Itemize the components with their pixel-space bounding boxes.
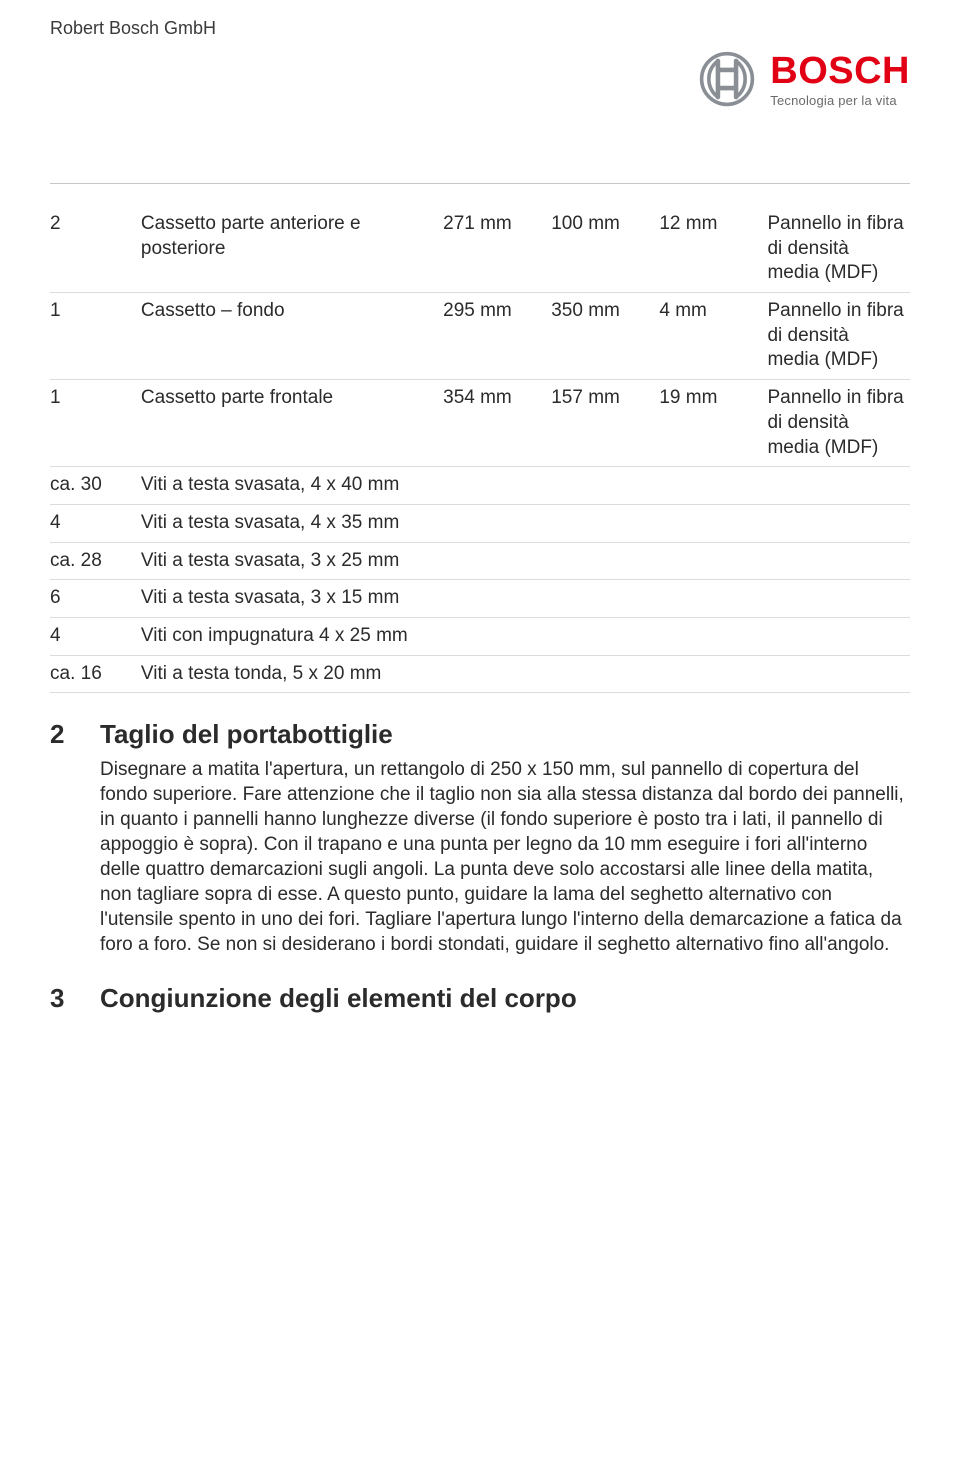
logo-text: BOSCH Tecnologia per la vita bbox=[770, 52, 910, 108]
cell-d2: 350 mm bbox=[551, 293, 659, 380]
cell-mat bbox=[767, 655, 910, 693]
cell-d1 bbox=[443, 542, 551, 580]
bosch-logo: BOSCH Tecnologia per la vita bbox=[698, 50, 910, 108]
cell-mat: Pannello in fibra di densità media (MDF) bbox=[767, 206, 910, 293]
cell-mat bbox=[767, 542, 910, 580]
content: 2Cassetto parte anteriore e posteriore27… bbox=[0, 206, 960, 1020]
table-row: 6Viti a testa svasata, 3 x 15 mm bbox=[50, 580, 910, 618]
cell-desc: Cassetto – fondo bbox=[141, 293, 443, 380]
cell-desc: Cassetto parte anteriore e posteriore bbox=[141, 206, 443, 293]
cell-d1 bbox=[443, 655, 551, 693]
bosch-anchor-icon bbox=[698, 50, 756, 108]
cell-mat bbox=[767, 580, 910, 618]
divider bbox=[50, 183, 910, 184]
section-title: Taglio del portabottiglie bbox=[100, 719, 910, 750]
cell-d2 bbox=[551, 542, 659, 580]
cell-desc: Viti a testa svasata, 3 x 15 mm bbox=[141, 580, 443, 618]
section-body: Taglio del portabottiglie Disegnare a mat… bbox=[100, 719, 910, 957]
cell-desc: Cassetto parte frontale bbox=[141, 380, 443, 467]
cell-d1 bbox=[443, 580, 551, 618]
section-title: Congiunzione degli elementi del corpo bbox=[100, 983, 910, 1014]
cell-d3 bbox=[659, 504, 767, 542]
cell-mat: Pannello in fibra di densità media (MDF) bbox=[767, 380, 910, 467]
cell-mat bbox=[767, 617, 910, 655]
cell-d3: 4 mm bbox=[659, 293, 767, 380]
cell-d1 bbox=[443, 504, 551, 542]
cell-d3 bbox=[659, 655, 767, 693]
cell-qty: ca. 30 bbox=[50, 467, 141, 505]
table-row: 4Viti a testa svasata, 4 x 35 mm bbox=[50, 504, 910, 542]
materials-table: 2Cassetto parte anteriore e posteriore27… bbox=[50, 206, 910, 693]
cell-d3: 12 mm bbox=[659, 206, 767, 293]
cell-d2: 157 mm bbox=[551, 380, 659, 467]
cell-desc: Viti a testa tonda, 5 x 20 mm bbox=[141, 655, 443, 693]
cell-d1: 295 mm bbox=[443, 293, 551, 380]
logo-tagline: Tecnologia per la vita bbox=[770, 93, 897, 108]
cell-qty: 1 bbox=[50, 293, 141, 380]
cell-d2: 100 mm bbox=[551, 206, 659, 293]
section-number: 2 bbox=[50, 719, 78, 957]
cell-qty: 2 bbox=[50, 206, 141, 293]
cell-qty: 1 bbox=[50, 380, 141, 467]
cell-desc: Viti con impugnatura 4 x 25 mm bbox=[141, 617, 443, 655]
cell-mat bbox=[767, 504, 910, 542]
cell-mat: Pannello in fibra di densità media (MDF) bbox=[767, 293, 910, 380]
section-text: Disegnare a matita l'apertura, un rettan… bbox=[100, 757, 910, 958]
cell-qty: ca. 16 bbox=[50, 655, 141, 693]
header: Robert Bosch GmbH BOSCH Tecnologia per l… bbox=[0, 0, 960, 183]
cell-qty: 4 bbox=[50, 504, 141, 542]
cell-d1 bbox=[443, 617, 551, 655]
section: 2 Taglio del portabottiglie Disegnare a ma… bbox=[50, 719, 910, 957]
page: Robert Bosch GmbH BOSCH Tecnologia per l… bbox=[0, 0, 960, 1060]
cell-d3 bbox=[659, 617, 767, 655]
cell-d2 bbox=[551, 467, 659, 505]
cell-desc: Viti a testa svasata, 4 x 40 mm bbox=[141, 467, 443, 505]
cell-d2 bbox=[551, 580, 659, 618]
table-row: ca. 30Viti a testa svasata, 4 x 40 mm bbox=[50, 467, 910, 505]
table-row: 1Cassetto parte frontale354 mm157 mm19 m… bbox=[50, 380, 910, 467]
cell-desc: Viti a testa svasata, 3 x 25 mm bbox=[141, 542, 443, 580]
cell-desc: Viti a testa svasata, 4 x 35 mm bbox=[141, 504, 443, 542]
section-number: 3 bbox=[50, 983, 78, 1020]
cell-d3 bbox=[659, 542, 767, 580]
table-row: ca. 16Viti a testa tonda, 5 x 20 mm bbox=[50, 655, 910, 693]
cell-d1 bbox=[443, 467, 551, 505]
cell-d1: 354 mm bbox=[443, 380, 551, 467]
cell-mat bbox=[767, 467, 910, 505]
cell-d3: 19 mm bbox=[659, 380, 767, 467]
table-row: 4Viti con impugnatura 4 x 25 mm bbox=[50, 617, 910, 655]
cell-qty: 4 bbox=[50, 617, 141, 655]
cell-qty: ca. 28 bbox=[50, 542, 141, 580]
cell-d1: 271 mm bbox=[443, 206, 551, 293]
cell-d3 bbox=[659, 580, 767, 618]
section-body: Congiunzione degli elementi del corpo bbox=[100, 983, 910, 1020]
cell-d2 bbox=[551, 617, 659, 655]
cell-d2 bbox=[551, 655, 659, 693]
cell-d2 bbox=[551, 504, 659, 542]
company-name: Robert Bosch GmbH bbox=[50, 18, 910, 39]
logo-wordmark: BOSCH bbox=[770, 52, 910, 90]
section: 3 Congiunzione degli elementi del corpo bbox=[50, 983, 910, 1020]
table-row: ca. 28Viti a testa svasata, 3 x 25 mm bbox=[50, 542, 910, 580]
cell-qty: 6 bbox=[50, 580, 141, 618]
cell-d3 bbox=[659, 467, 767, 505]
table-row: 1Cassetto – fondo295 mm350 mm4 mmPannell… bbox=[50, 293, 910, 380]
table-row: 2Cassetto parte anteriore e posteriore27… bbox=[50, 206, 910, 293]
